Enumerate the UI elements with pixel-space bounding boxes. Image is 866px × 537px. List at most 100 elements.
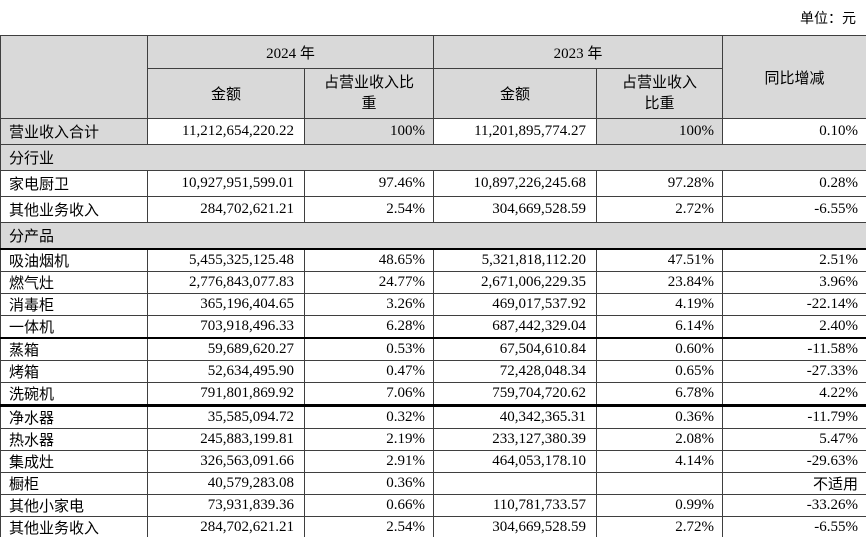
amount-2024-cell: 5,455,325,125.48 <box>147 247 305 272</box>
table-row: 消毒柜 365,196,404.65 3.26% 469,017,537.92 4.19… <box>0 292 866 316</box>
table-row: 热水器 245,883,199.81 2.19% 233,127,380.39 2.08… <box>0 427 866 451</box>
amount-2024-cell: 2,776,843,077.83 <box>147 270 305 294</box>
table-row: 烤箱 52,634,495.90 0.47% 72,428,048.34 0.65% -2… <box>0 359 866 383</box>
proportion-2024-cell: 2.54% <box>303 196 435 223</box>
amount-2023-cell: 11,201,895,774.27 <box>433 118 598 145</box>
subheader-row: 金额 占营业收入比重 金额 占营业收入比重 <box>1 68 866 119</box>
table-row: 净水器 35,585,094.72 0.32% 40,342,365.31 0.36% -… <box>0 403 866 429</box>
amount-2024-cell: 284,702,621.21 <box>147 196 305 223</box>
proportion-2024-cell: 7.06% <box>303 381 435 406</box>
yoy-cell: -6.55% <box>722 515 866 537</box>
amount-2023-cell <box>433 471 598 495</box>
amount-2023-cell: 40,342,365.31 <box>433 403 598 429</box>
table-row: 家电厨卫 10,927,951,599.01 97.46% 10,897,226,24… <box>0 170 866 197</box>
amount-2024-cell: 791,801,869.92 <box>147 381 305 406</box>
table-row: 橱柜 40,579,283.08 0.36% 不适用 <box>0 471 866 495</box>
yoy-cell: 0.28% <box>722 170 866 197</box>
amount-2024-cell: 59,689,620.27 <box>147 336 305 361</box>
unit-label: 单位：元 <box>800 12 856 27</box>
amount-2024-cell: 326,563,091.66 <box>147 449 305 473</box>
row-label-cell: 集成灶 <box>0 449 148 473</box>
yoy-cell: 2.51% <box>722 247 866 272</box>
proportion-2024-cell: 24.77% <box>303 270 435 294</box>
proportion-2023-cell: 4.14% <box>596 449 724 473</box>
row-label-cell: 其他业务收入 <box>0 515 148 537</box>
proportion-2023-cell: 6.14% <box>596 314 724 338</box>
yoy-cell: 4.22% <box>722 381 866 406</box>
amount-2024-cell: 40,579,283.08 <box>147 471 305 495</box>
proportion-2023-cell: 97.28% <box>596 170 724 197</box>
amount-2024-cell: 10,927,951,599.01 <box>147 170 305 197</box>
row-label-cell: 吸油烟机 <box>0 247 148 272</box>
proportion-2023-cell: 2.72% <box>596 196 724 223</box>
proportion-2023-cell: 0.36% <box>596 403 724 429</box>
proportion-2023-cell: 0.99% <box>596 493 724 517</box>
proportion-2024-cell: 2.19% <box>303 427 435 451</box>
amount-2023-cell: 464,053,178.10 <box>433 449 598 473</box>
row-label-cell: 营业收入合计 <box>0 118 148 145</box>
yoy-cell: -22.14% <box>722 292 866 316</box>
amount-2023-cell: 469,017,537.92 <box>433 292 598 316</box>
table-row: 其他小家电 73,931,839.36 0.66% 110,781,733.57 0.9… <box>0 493 866 517</box>
amount-2024-cell: 365,196,404.65 <box>147 292 305 316</box>
proportion-2024-cell: 0.47% <box>303 359 435 383</box>
yoy-cell: 0.10% <box>722 118 866 145</box>
row-label-cell: 热水器 <box>0 427 148 451</box>
section-row: 分产品 <box>0 222 866 249</box>
amount-2024-header: 金额 <box>147 68 305 119</box>
row-label-cell: 烤箱 <box>0 359 148 383</box>
amount-2024-cell: 284,702,621.21 <box>147 515 305 537</box>
corner-header-cell <box>0 35 148 119</box>
amount-2024-cell: 245,883,199.81 <box>147 427 305 451</box>
yoy-cell: 5.47% <box>722 427 866 451</box>
proportion-2023-cell: 100% <box>596 118 724 145</box>
proportion-2024-cell: 100% <box>303 118 435 145</box>
yoy-cell: -6.55% <box>722 196 866 223</box>
proportion-2023-cell: 47.51% <box>596 247 724 272</box>
year-header-row: 2024 年 2023 年 同比增减 <box>0 35 866 119</box>
proportion-2024-header: 占营业收入比重 <box>303 68 435 119</box>
proportion-2024-cell: 0.36% <box>303 471 435 495</box>
amount-2024-cell: 703,918,496.33 <box>147 314 305 338</box>
section-label-cell: 分行业 <box>0 144 866 171</box>
proportion-2024-cell: 48.65% <box>303 247 435 272</box>
row-label-cell: 一体机 <box>0 314 148 338</box>
proportion-2024-cell: 97.46% <box>303 170 435 197</box>
yoy-header: 同比增减 <box>722 35 866 119</box>
table-row: 其他业务收入 284,702,621.21 2.54% 304,669,528.59 2… <box>0 196 866 223</box>
row-label-cell: 净水器 <box>0 403 148 429</box>
row-label-cell: 家电厨卫 <box>0 170 148 197</box>
row-label-cell: 消毒柜 <box>0 292 148 316</box>
proportion-2024-cell: 3.26% <box>303 292 435 316</box>
proportion-2024-cell: 0.66% <box>303 493 435 517</box>
proportion-2023-cell: 6.78% <box>596 381 724 406</box>
table-row: 吸油烟机 5,455,325,125.48 48.65% 5,321,818,112.… <box>0 247 866 272</box>
yoy-cell: 2.40% <box>722 314 866 338</box>
yoy-cell: 3.96% <box>722 270 866 294</box>
amount-2023-cell: 304,669,528.59 <box>433 515 598 537</box>
table-row: 其他业务收入 284,702,621.21 2.54% 304,669,528.59 2… <box>0 515 866 537</box>
yoy-cell: -33.26% <box>722 493 866 517</box>
yoy-cell: 不适用 <box>722 471 866 495</box>
section-label-cell: 分产品 <box>0 222 866 249</box>
amount-2024-cell: 11,212,654,220.22 <box>147 118 305 145</box>
proportion-2023-header: 占营业收入比重 <box>596 68 724 119</box>
table-row: 蒸箱 59,689,620.27 0.53% 67,504,610.84 0.60% -1… <box>0 336 866 361</box>
table-body: 营业收入合计 11,212,654,220.22 100% 11,201,895,77… <box>0 118 866 537</box>
amount-2023-cell: 67,504,610.84 <box>433 336 598 361</box>
proportion-2023-cell: 0.65% <box>596 359 724 383</box>
table-row: 一体机 703,918,496.33 6.28% 687,442,329.04 6.14… <box>0 314 866 338</box>
section-row: 分行业 <box>0 144 866 171</box>
revenue-table: 2024 年 2023 年 同比增减 金额 占营业收入比重 金额 占营业收入比重… <box>0 35 866 537</box>
yoy-cell: -29.63% <box>722 449 866 473</box>
yoy-cell: -27.33% <box>722 359 866 383</box>
amount-2023-cell: 687,442,329.04 <box>433 314 598 338</box>
yoy-cell: -11.79% <box>722 403 866 429</box>
proportion-2024-cell: 2.91% <box>303 449 435 473</box>
table-row: 集成灶 326,563,091.66 2.91% 464,053,178.10 4.14… <box>0 449 866 473</box>
proportion-2023-cell: 23.84% <box>596 270 724 294</box>
amount-2023-cell: 10,897,226,245.68 <box>433 170 598 197</box>
amount-2024-cell: 35,585,094.72 <box>147 403 305 429</box>
year-2024-header: 2024 年 <box>146 35 435 69</box>
amount-2023-cell: 233,127,380.39 <box>433 427 598 451</box>
